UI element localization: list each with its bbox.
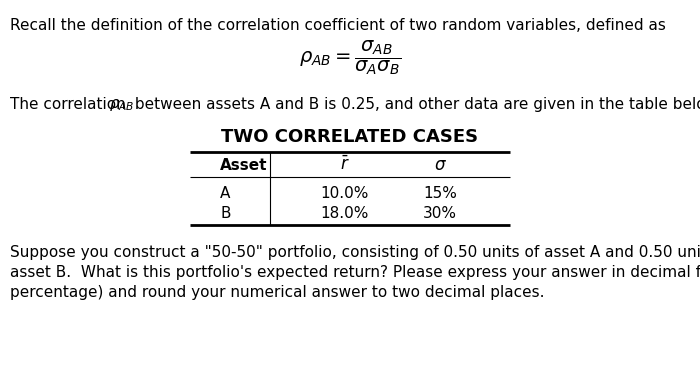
Text: $\sigma$: $\sigma$: [433, 157, 447, 173]
Text: 30%: 30%: [423, 206, 457, 221]
Text: A: A: [220, 185, 230, 200]
Text: The correlation: The correlation: [10, 97, 131, 112]
Text: 15%: 15%: [423, 185, 457, 200]
Text: 10.0%: 10.0%: [321, 185, 369, 200]
Text: percentage) and round your numerical answer to two decimal places.: percentage) and round your numerical ans…: [10, 285, 545, 300]
Text: B: B: [220, 206, 230, 221]
Text: $\bar{r}$: $\bar{r}$: [340, 156, 350, 174]
Text: Recall the definition of the correlation coefficient of two random variables, de: Recall the definition of the correlation…: [10, 18, 666, 33]
Text: 18.0%: 18.0%: [321, 206, 369, 221]
Text: between assets A and B is 0.25, and other data are given in the table below.: between assets A and B is 0.25, and othe…: [130, 97, 700, 112]
Text: Asset: Asset: [220, 157, 267, 172]
Text: asset B.  What is this portfolio's expected return? Please express your answer i: asset B. What is this portfolio's expect…: [10, 265, 700, 280]
Text: Suppose you construct a "50-50" portfolio, consisting of 0.50 units of asset A a: Suppose you construct a "50-50" portfoli…: [10, 245, 700, 260]
Text: $\rho_{AB}$: $\rho_{AB}$: [109, 97, 134, 113]
Text: $\rho_{AB} = \dfrac{\sigma_{AB}}{\sigma_A \sigma_B}$: $\rho_{AB} = \dfrac{\sigma_{AB}}{\sigma_…: [299, 39, 401, 77]
Text: TWO CORRELATED CASES: TWO CORRELATED CASES: [221, 128, 479, 146]
